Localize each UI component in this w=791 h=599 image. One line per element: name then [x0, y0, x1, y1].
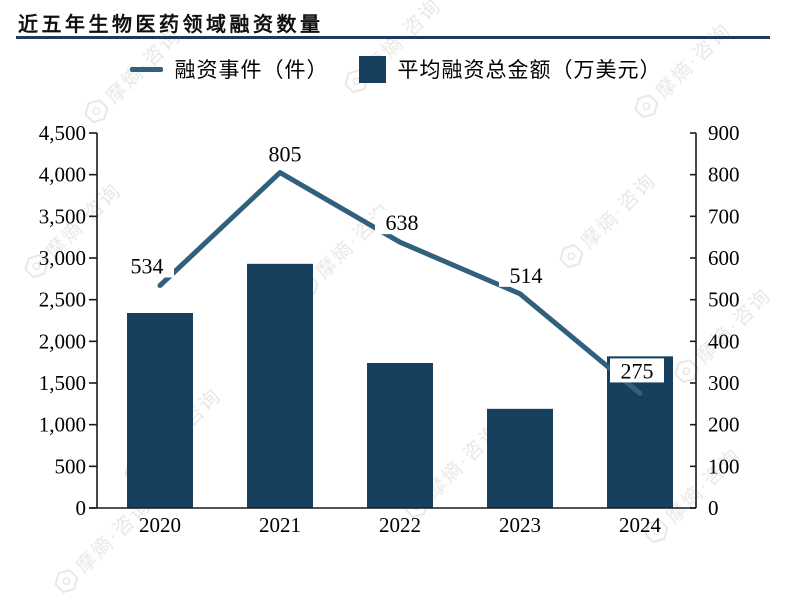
x-axis-category-label: 2022 — [379, 513, 421, 537]
left-axis-tick-label: 4,000 — [39, 163, 86, 187]
x-axis-category-label: 2024 — [619, 513, 662, 537]
left-axis-tick-label: 0 — [76, 496, 87, 520]
line-series — [157, 170, 643, 396]
right-axis-tick-label: 100 — [708, 454, 740, 478]
x-axis-category-label: 2023 — [499, 513, 541, 537]
line-series-marker-icon — [129, 66, 163, 72]
axes: 0 500 1,000 1,500 2,000 2,500 3,000 3,500 4,000 4… — [39, 121, 740, 537]
right-axis-tick-label: 900 — [708, 121, 740, 145]
right-axis-tick-label: 700 — [708, 204, 740, 228]
legend-label: 融资事件（件） — [174, 58, 329, 82]
line-data-label: 514 — [510, 263, 543, 288]
left-axis-tick-label: 2,000 — [39, 329, 86, 353]
left-axis-tick-label: 4,500 — [39, 121, 86, 145]
bar-2021 — [247, 263, 313, 508]
left-axis-tick-label: 500 — [55, 454, 87, 478]
legend-item-bar-series: 平均融资总金额（万美元） — [358, 54, 662, 84]
bar-2020 — [127, 313, 193, 508]
right-axis-tick-label: 300 — [708, 371, 740, 395]
line-data-label: 275 — [621, 358, 654, 383]
x-axis-category-label: 2021 — [259, 513, 301, 537]
right-axis-tick-label: 600 — [708, 246, 740, 270]
line-data-label: 805 — [269, 142, 302, 167]
x-axis-category-label: 2020 — [139, 513, 181, 537]
left-axis-tick-label: 2,500 — [39, 288, 86, 312]
right-axis-tick-label: 800 — [708, 163, 740, 187]
left-axis-tick-label: 3,500 — [39, 204, 86, 228]
chart-canvas: 0 500 1,000 1,500 2,000 2,500 3,000 3,500 4,000 4… — [39, 121, 740, 537]
bar-2022 — [367, 363, 433, 508]
chart-title: 近五年生物医药领域融资数量 — [18, 14, 324, 36]
title-underline — [16, 36, 770, 39]
right-axis-tick-label: 200 — [708, 413, 740, 437]
left-axis-tick-label: 1,500 — [39, 371, 86, 395]
right-axis-tick-label: 500 — [708, 288, 740, 312]
legend-label: 平均融资总金额（万美元） — [397, 58, 662, 82]
legend-item-line-series: 融资事件（件） — [129, 54, 329, 84]
hexagon-logo-icon — [53, 568, 79, 593]
line-data-label: 534 — [131, 254, 164, 279]
left-axis-tick-label: 1,000 — [39, 413, 86, 437]
bar-series-marker-icon — [358, 55, 386, 83]
chart-legend: 融资事件（件） 平均融资总金额（万美元） — [0, 54, 791, 84]
line-data-labels: 534 805 638 514 275 — [120, 141, 664, 383]
bar-series — [127, 263, 673, 508]
left-axis-tick-label: 3,000 — [39, 246, 86, 270]
right-axis-tick-label: 400 — [708, 329, 740, 353]
line-data-label: 638 — [386, 210, 419, 235]
bar-2023 — [487, 408, 553, 508]
right-axis-tick-label: 0 — [708, 496, 719, 520]
